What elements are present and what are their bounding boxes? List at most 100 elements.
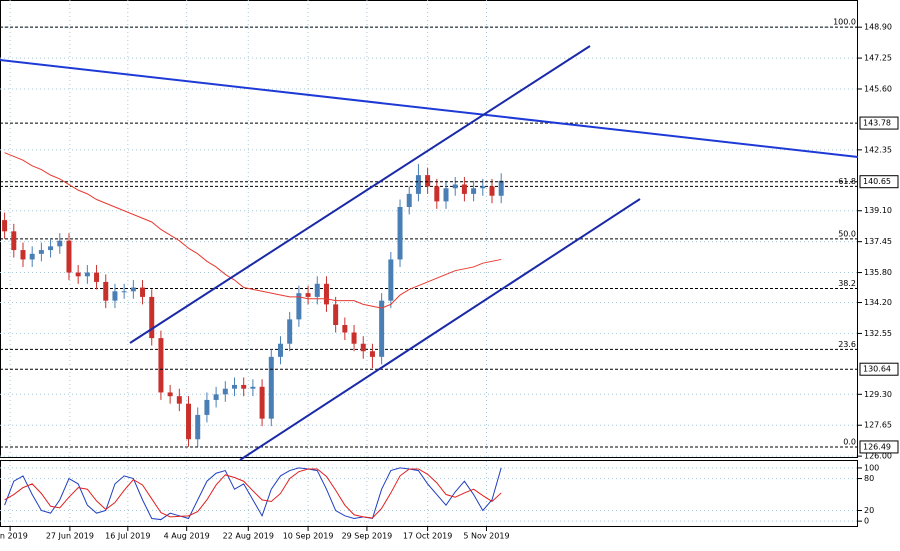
y-tick-label: 126.00: [864, 452, 892, 461]
candle-body: [186, 403, 192, 440]
x-tick-label: 16 Jul 2019: [105, 532, 150, 541]
main-panel-frame: [0, 0, 858, 458]
candle-body: [158, 338, 164, 393]
price-box-label: 130.64: [863, 365, 891, 374]
candle-body: [112, 291, 118, 301]
candle-body: [434, 186, 440, 202]
candle-body: [406, 193, 412, 207]
x-tick-label: Jun 2019: [0, 532, 28, 541]
price-box: [859, 440, 899, 454]
x-tick-label: 10 Sep 2019: [283, 532, 334, 541]
candle-body: [277, 343, 283, 357]
candle-body: [103, 281, 109, 301]
candle-body: [250, 386, 256, 389]
x-tick-label: 22 Aug 2019: [223, 532, 274, 541]
fib-label: 38.2: [838, 279, 856, 288]
candle-body: [38, 250, 44, 254]
trend-lines: [0, 45, 859, 461]
candle-body: [425, 175, 431, 187]
fib-label: 23.6: [838, 340, 856, 349]
candle-body: [20, 250, 26, 260]
candle-body: [489, 186, 495, 196]
candle-body: [204, 399, 210, 415]
candle-body: [287, 319, 293, 344]
candle-body: [314, 283, 320, 297]
y-tick-label: 135.80: [864, 268, 892, 277]
x-tick-label: 27 Jun 2019: [46, 532, 94, 541]
channel-lower: [239, 198, 641, 461]
candle-body: [48, 246, 54, 251]
candle-body: [471, 188, 477, 194]
candle-body: [121, 291, 127, 293]
candle-body: [379, 300, 385, 357]
candle-body: [415, 175, 421, 194]
candle-body: [388, 259, 394, 301]
y-tick-label: 100: [864, 463, 879, 472]
candle-body: [397, 206, 403, 260]
channel-upper: [129, 45, 591, 344]
y-tick-label: 147.25: [864, 54, 892, 63]
candle-body: [369, 351, 375, 357]
x-tick-label: 5 Nov 2019: [463, 532, 509, 541]
candle-body: [2, 220, 8, 232]
candle-body: [75, 272, 81, 277]
price-box-label: 143.78: [863, 119, 891, 128]
y-tick-label: 137.45: [864, 237, 892, 246]
candle-body: [296, 293, 302, 320]
fib-label: 50.0: [838, 229, 856, 238]
fib-label: 100.0: [833, 18, 856, 27]
candle-body: [461, 184, 467, 194]
y-tick-label: 148.90: [864, 23, 892, 32]
x-tick-label: 17 Oct 2019: [403, 532, 452, 541]
y-tick-label: 20: [864, 506, 874, 515]
y-tick-label: 145.60: [864, 84, 892, 93]
y-tick-label: 80: [864, 474, 874, 483]
y-tick-label: 132.55: [864, 329, 892, 338]
candle-body: [452, 184, 458, 189]
candle-body: [443, 188, 449, 202]
y-tick-label: 127.65: [864, 421, 892, 430]
candle-body: [268, 356, 274, 419]
y-tick-label: 139.10: [864, 206, 892, 215]
candle-body: [232, 384, 238, 389]
x-tick-label: 4 Aug 2019: [164, 532, 210, 541]
candle-body: [333, 304, 339, 326]
y-tick-label: 129.30: [864, 390, 892, 399]
candle-body: [57, 240, 63, 247]
candle-body: [94, 272, 100, 282]
candle-body: [29, 253, 35, 260]
candle-body: [149, 296, 155, 339]
candle-body: [351, 332, 357, 344]
candle-body: [259, 386, 265, 419]
candle-body: [66, 240, 72, 273]
x-tick-label: 29 Sep 2019: [342, 532, 393, 541]
trend-line: [0, 59, 859, 158]
candle-body: [323, 283, 329, 305]
fib-label: 0.0: [843, 437, 856, 446]
candle-body: [167, 392, 173, 397]
stoch-line: [4, 467, 502, 521]
candle-body: [480, 186, 486, 189]
candle-body: [195, 414, 201, 440]
candle-body: [241, 384, 247, 389]
candle-body: [84, 272, 90, 277]
moving-average: [4, 152, 502, 309]
price-box: [859, 116, 899, 130]
price-box-label: 126.49: [863, 442, 891, 451]
stoch-panel-frame: [0, 460, 858, 527]
candle-body: [498, 180, 504, 196]
candle-body: [222, 388, 228, 395]
candle-body: [176, 396, 182, 404]
candle-body: [360, 343, 366, 352]
y-tick-label: 142.35: [864, 145, 892, 154]
price-box: [859, 362, 899, 376]
y-tick-label: 134.20: [864, 298, 892, 307]
candle-body: [140, 287, 146, 297]
candle-body: [305, 293, 311, 297]
candle-body: [130, 287, 136, 292]
price-box: [859, 175, 899, 189]
y-tick-label: 0: [864, 517, 869, 526]
